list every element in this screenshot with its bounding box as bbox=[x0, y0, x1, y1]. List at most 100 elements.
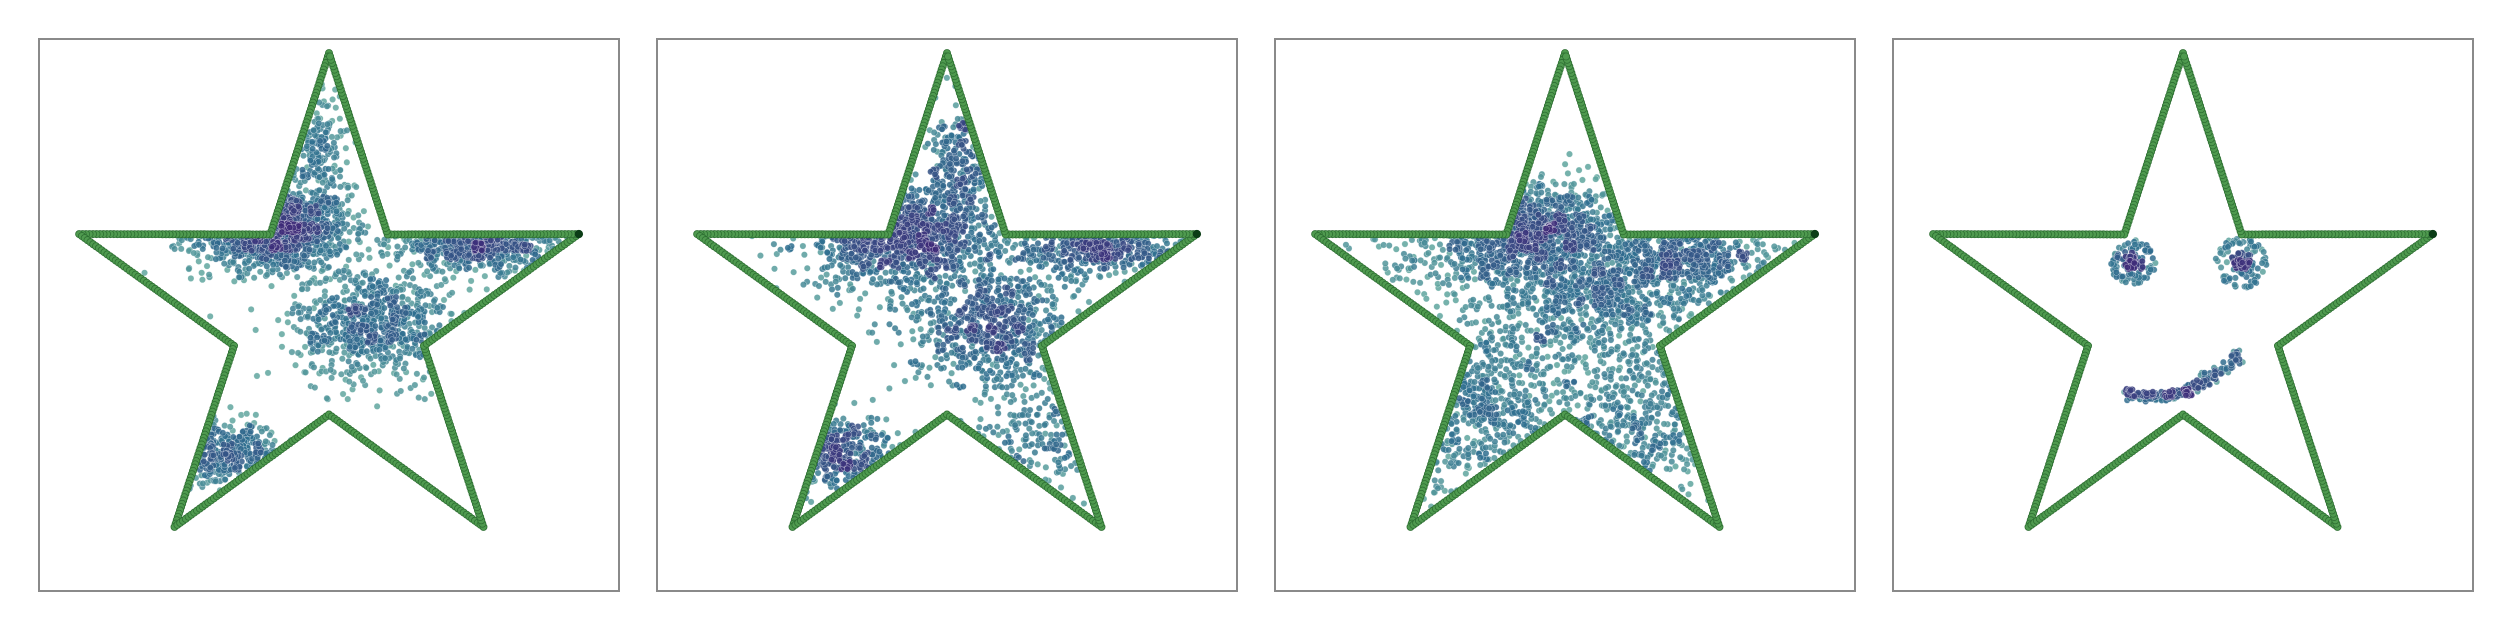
particle-point bbox=[860, 263, 867, 271]
particle-point bbox=[1025, 266, 1033, 274]
particle-point bbox=[371, 322, 379, 330]
particle-point bbox=[448, 310, 456, 318]
particle-point bbox=[1014, 346, 1022, 354]
particle-point bbox=[395, 274, 403, 281]
particle-point bbox=[981, 390, 989, 398]
particle-point bbox=[1013, 360, 1020, 368]
particle-point bbox=[486, 254, 494, 262]
particle-point bbox=[1061, 283, 1069, 291]
particle-point bbox=[938, 292, 946, 300]
particle-point bbox=[895, 279, 903, 286]
particle-point bbox=[970, 243, 978, 251]
particle-point bbox=[924, 140, 932, 148]
particle-point bbox=[546, 237, 553, 245]
particle-point bbox=[866, 268, 874, 276]
particle-point bbox=[307, 157, 314, 164]
particle-point bbox=[307, 207, 315, 215]
particle-point bbox=[1054, 458, 1062, 466]
particle-point bbox=[276, 271, 284, 279]
particle-point bbox=[1163, 239, 1171, 247]
particle-point bbox=[331, 318, 339, 326]
particle-point bbox=[1019, 277, 1027, 285]
particle-point bbox=[777, 246, 784, 254]
particle-point bbox=[933, 181, 941, 189]
particle-point bbox=[963, 314, 971, 322]
particle-point bbox=[357, 326, 365, 334]
particle-point bbox=[800, 251, 808, 259]
particle-point bbox=[1001, 439, 1009, 447]
particle-point bbox=[784, 244, 792, 252]
particle-point bbox=[1017, 381, 1024, 389]
particle-point bbox=[333, 207, 341, 215]
particle-point bbox=[292, 361, 299, 369]
particle-point bbox=[284, 318, 292, 326]
particle-point bbox=[352, 304, 359, 312]
particle-point bbox=[220, 260, 228, 268]
particle-point bbox=[1022, 291, 1030, 299]
particle-point bbox=[366, 254, 373, 262]
particle-point bbox=[1030, 246, 1038, 254]
particle-point bbox=[300, 252, 308, 260]
particle-point bbox=[420, 374, 428, 382]
particle-point bbox=[226, 423, 234, 431]
particle-point bbox=[423, 267, 431, 275]
particle-point bbox=[1057, 484, 1065, 491]
particle-point bbox=[336, 183, 344, 191]
particle-point bbox=[1044, 316, 1052, 323]
particle-point bbox=[337, 127, 345, 135]
particle-point bbox=[942, 285, 949, 293]
particle-point bbox=[867, 419, 875, 427]
particle-point bbox=[329, 96, 337, 103]
particle-point bbox=[313, 237, 321, 245]
particle-point bbox=[815, 282, 823, 290]
particle-point bbox=[212, 477, 220, 485]
particle-point bbox=[856, 444, 864, 452]
particle-point bbox=[219, 245, 226, 252]
particle-point bbox=[247, 305, 255, 313]
particle-point bbox=[413, 370, 421, 378]
particle-point bbox=[945, 378, 953, 385]
particle-point bbox=[341, 349, 348, 357]
particle-point bbox=[371, 368, 378, 376]
particle-point bbox=[1014, 283, 1022, 291]
particle-point bbox=[334, 234, 342, 242]
particle-point bbox=[449, 274, 457, 282]
particle-point bbox=[948, 369, 956, 377]
particle-point bbox=[950, 147, 958, 155]
particle-point bbox=[222, 450, 229, 458]
particle-point bbox=[220, 440, 228, 448]
particle-point bbox=[373, 236, 381, 244]
particle-point bbox=[323, 142, 331, 150]
particle-point bbox=[873, 415, 881, 423]
particle-point bbox=[229, 417, 236, 424]
particle-point bbox=[1021, 365, 1029, 373]
particle-point bbox=[873, 338, 881, 346]
particle-point bbox=[1037, 281, 1045, 289]
particle-point bbox=[343, 158, 351, 166]
particle-point bbox=[247, 428, 255, 436]
particle-point bbox=[1020, 314, 1028, 322]
particle-point bbox=[1061, 454, 1069, 462]
particle-point bbox=[841, 274, 849, 282]
particle-point bbox=[394, 253, 402, 260]
particle-point bbox=[354, 236, 362, 244]
particle-point bbox=[399, 293, 406, 301]
particle-point bbox=[448, 289, 456, 297]
particle-point bbox=[1035, 404, 1043, 412]
particle-point bbox=[987, 395, 995, 403]
particle-point bbox=[822, 278, 830, 286]
particle-point bbox=[330, 139, 338, 147]
particle-point bbox=[949, 263, 957, 271]
particle-point bbox=[367, 309, 375, 317]
particle-point bbox=[336, 173, 344, 181]
particle-point bbox=[903, 306, 911, 314]
particle-point bbox=[352, 250, 360, 258]
particle-point bbox=[382, 344, 389, 352]
particle-point bbox=[1019, 392, 1027, 400]
particle-point bbox=[1022, 431, 1030, 439]
particle-point bbox=[335, 268, 343, 275]
particle-point bbox=[254, 440, 262, 447]
particle-point bbox=[428, 324, 436, 331]
particle-point bbox=[396, 355, 404, 362]
particle-point bbox=[757, 252, 764, 260]
